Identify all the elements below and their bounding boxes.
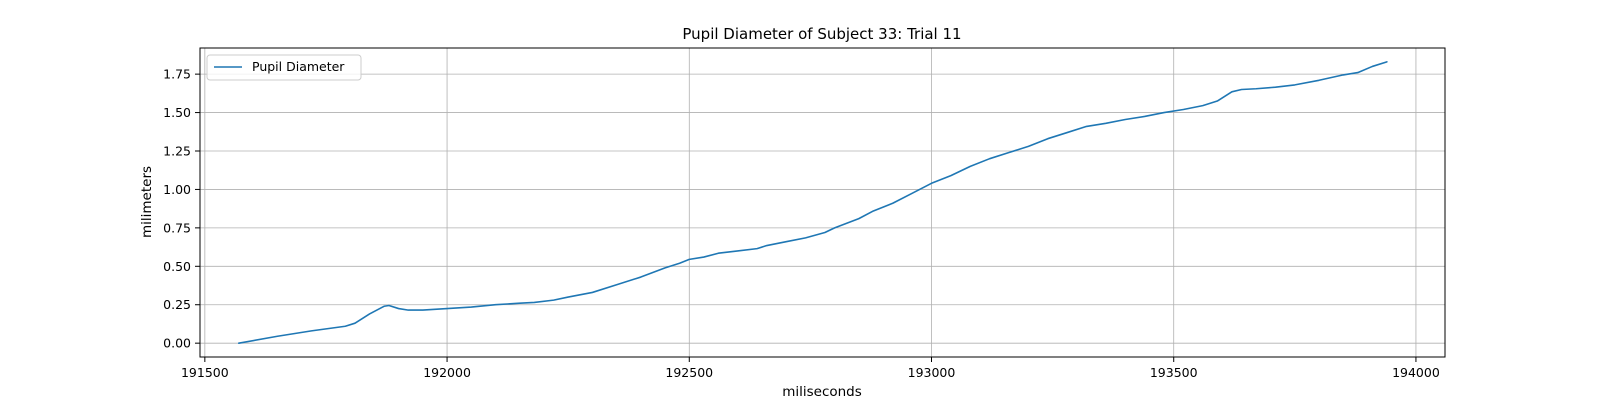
y-tick-label: 1.00 — [163, 182, 191, 197]
chart-title: Pupil Diameter of Subject 33: Trial 11 — [682, 25, 961, 43]
grid-lines — [200, 48, 1445, 357]
x-axis-label: miliseconds — [782, 384, 862, 400]
x-tick-label: 191500 — [181, 365, 229, 380]
y-tick-label: 0.75 — [163, 220, 191, 235]
plot-area-frame — [199, 47, 1446, 358]
axis-ticks: 191500 192000 192500 193000 193500 194000 0.00… — [163, 67, 1440, 380]
x-tick-label: 192000 — [423, 365, 471, 380]
series-line-pupil-diameter — [237, 61, 1388, 344]
x-tick-label: 193500 — [1150, 365, 1198, 380]
legend-label-pupil-diameter: Pupil Diameter — [252, 59, 345, 74]
y-tick-label: 1.50 — [163, 105, 191, 120]
y-axis-label: milimeters — [139, 166, 155, 238]
legend: Pupil Diameter — [206, 54, 362, 81]
y-tick-label: 0.00 — [163, 336, 191, 351]
x-tick-label: 192500 — [665, 365, 713, 380]
legend-box — [206, 54, 362, 81]
series-layer — [237, 61, 1388, 344]
x-tick-label: 194000 — [1392, 365, 1440, 380]
x-tick-label: 193000 — [908, 365, 956, 380]
y-tick-label: 1.25 — [163, 144, 191, 159]
y-tick-label: 1.75 — [163, 67, 191, 82]
y-tick-label: 0.50 — [163, 259, 191, 274]
y-tick-label: 0.25 — [163, 297, 191, 312]
